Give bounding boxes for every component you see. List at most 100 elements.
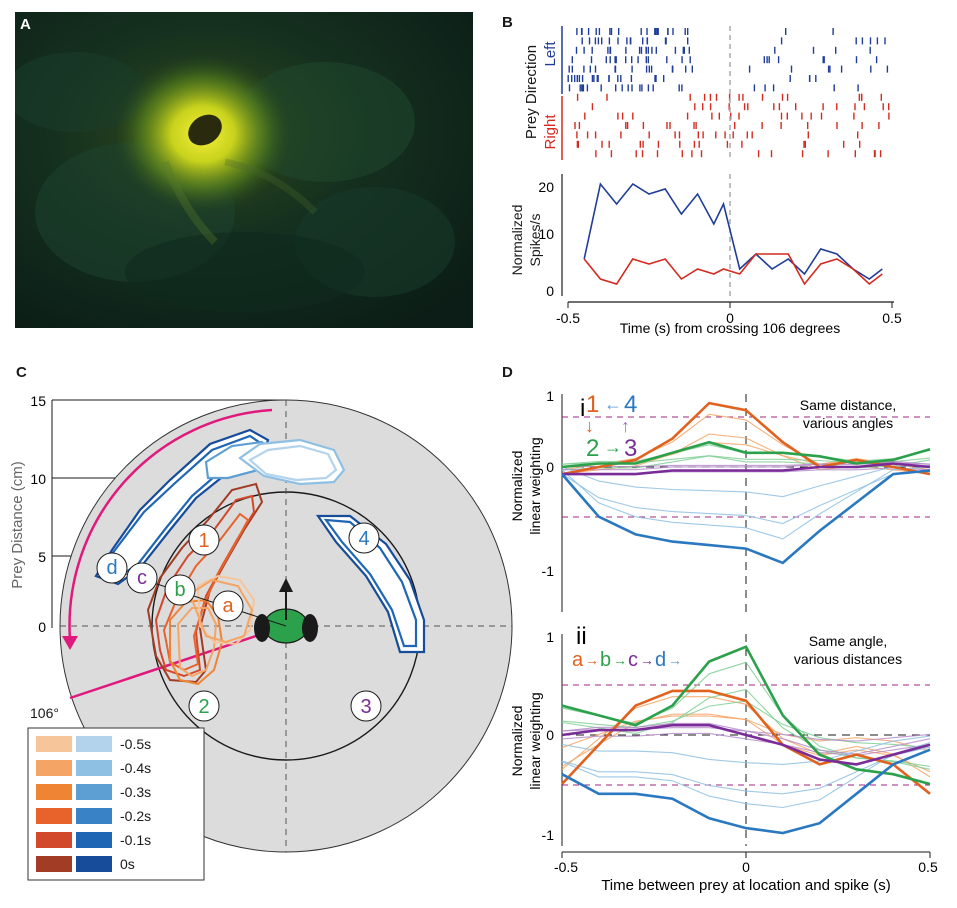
animal-eye-left — [254, 614, 270, 642]
weight-series-4-faint — [561, 464, 931, 498]
weight-series-3 — [562, 462, 931, 476]
legend-label: -0.1s — [120, 832, 151, 848]
angle-label: 106° — [30, 705, 59, 721]
psth-xtick-pos: 0.5 — [882, 310, 902, 326]
raster-left-label: Left — [542, 41, 559, 67]
panel-c-ylabel: Prey Distance (cm) — [9, 461, 26, 589]
marker-a-circle — [212, 590, 244, 622]
weight-series-a — [561, 689, 931, 795]
radial-tick-10: 10 — [30, 471, 46, 487]
weight-series-2-faint — [561, 455, 931, 471]
angle-arc-arrowhead — [62, 636, 78, 650]
sub-ii-ytick-0: 0 — [546, 727, 554, 743]
panel-d-ylabel-bottom-1: Normalized — [509, 706, 525, 777]
panel-d-ylabel-top-2: linear weighting — [527, 437, 543, 534]
sub-i-roman: i — [580, 395, 585, 422]
seq-ii-arrow-1: → — [585, 652, 599, 668]
legend-swatch-orange — [36, 760, 72, 776]
panel-c-letter: C — [16, 364, 27, 381]
panel-a: A — [15, 12, 473, 328]
weight-series-a-faint — [561, 715, 931, 752]
seq-ii-arrow-4: → — [668, 652, 682, 668]
sub-ii-lines — [561, 645, 931, 835]
weight-series-d-faint — [561, 741, 931, 809]
seq-ii-arrow-3: → — [640, 652, 654, 668]
panel-d-ylabel-bottom-2: linear weighting — [527, 692, 543, 789]
legend-swatch-orange — [36, 808, 72, 824]
psth-series-right — [583, 253, 883, 286]
marker-a-label: a — [222, 595, 234, 617]
panel-d-ylabel-top-1: Normalized — [509, 451, 525, 522]
animal-eye-right — [302, 614, 318, 642]
panel-d: Normalized linear weighting Normalized l… — [509, 388, 938, 894]
psth-xtick-neg: -0.5 — [556, 310, 580, 326]
contour-2-b — [176, 607, 218, 678]
seq-i-4: 4 — [624, 391, 637, 418]
legend-label: -0.5s — [120, 736, 151, 752]
marker-3-label: 3 — [360, 696, 371, 718]
marker-1-label: 1 — [198, 530, 209, 552]
panel-c: Prey Distance (cm) 15 10 5 0 106° — [9, 393, 513, 881]
legend-label: -0.4s — [120, 760, 151, 776]
sub-i-lines — [561, 401, 931, 565]
radial-tick-15: 15 — [30, 393, 46, 409]
radial-tick-5: 5 — [38, 549, 46, 565]
psth-ylabel-line2: Spikes/s — [527, 214, 543, 267]
weight-series-d-faint — [561, 735, 931, 765]
legend-label: 0s — [120, 856, 135, 872]
seq-i-3: 3 — [624, 435, 637, 462]
weight-series-c — [561, 723, 931, 766]
weight-series-d-faint — [561, 746, 931, 795]
sub-i-ytick-0: 0 — [546, 459, 554, 475]
angle-arc — [68, 408, 273, 641]
radial-tick-0: 0 — [38, 619, 46, 635]
legend-swatch-blue — [76, 760, 112, 776]
contour-a-2 — [188, 578, 254, 644]
seq-ii-arrow-2: → — [613, 652, 627, 668]
seq-i-arrow-23: → — [604, 437, 622, 457]
panel-a-letter: A — [20, 16, 31, 33]
legend-swatch-blue — [76, 856, 112, 872]
contour-2-a — [169, 598, 224, 686]
calcium-imaging-image — [15, 12, 473, 328]
psth-xtick-zero: 0 — [726, 310, 734, 326]
marker-3-circle — [350, 690, 382, 722]
marker-3: 3 — [350, 690, 382, 722]
weight-series-4 — [561, 469, 931, 565]
contour-1-light — [162, 512, 250, 672]
psth-lines — [583, 182, 883, 286]
blue-contours — [94, 428, 426, 654]
sub-i-ytick-1: 1 — [546, 388, 554, 404]
psth-ytick-0: 0 — [546, 283, 554, 299]
weight-series-d — [561, 748, 931, 835]
psth-ytick-20: 20 — [538, 179, 554, 195]
panel-d-xtick-pos: 0.5 — [918, 859, 938, 875]
location-markers: 1 2 3 4 a b c d — [96, 522, 382, 722]
psth-ytick-10: 10 — [538, 226, 554, 242]
marker-c-circle — [126, 562, 158, 594]
legend-frame — [27, 727, 205, 881]
legend-swatch-blue — [76, 808, 112, 824]
sub-ii-sequence: a → b → c → d → — [572, 649, 682, 671]
sub-ii-ytick-neg1: -1 — [542, 827, 555, 843]
marker-2: 2 — [188, 690, 220, 722]
legend-swatch-orange — [36, 832, 72, 848]
time-legend: -0.5s -0.4s -0.3s -0.2s -0.1s 0s — [27, 727, 205, 881]
sub-i-caption-1: Same distance, — [800, 397, 897, 413]
legend-swatch-blue — [76, 736, 112, 752]
weight-series-2 — [561, 440, 931, 469]
marker-2-label: 2 — [198, 696, 209, 718]
panel-d-xtick-zero: 0 — [742, 859, 750, 875]
angle-line — [69, 624, 287, 700]
seq-ii-a: a — [572, 649, 584, 671]
sub-ii-roman: ii — [576, 623, 587, 650]
sub-i-sequence: 1 ← 4 ↓ ↑ 2 → 3 — [585, 391, 637, 462]
legend-swatch-orange — [36, 856, 72, 872]
marker-b-label: b — [174, 579, 185, 601]
marker-1: 1 — [188, 524, 220, 556]
seq-i-arrow-12: ↓ — [585, 416, 594, 436]
marker-1-circle — [188, 524, 220, 556]
seq-i-2: 2 — [586, 435, 599, 462]
panel-b: Prey Direction Left Right Normalized Spi… — [509, 26, 902, 336]
contour-top-light-2 — [248, 444, 338, 482]
